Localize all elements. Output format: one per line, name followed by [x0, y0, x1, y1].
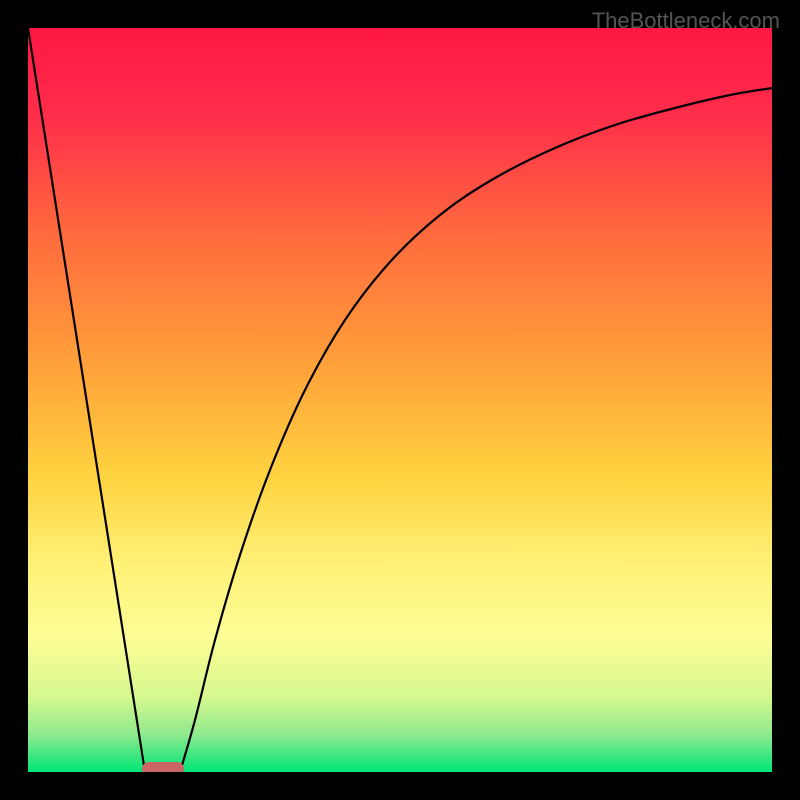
- chart-container: TheBottleneck.com: [0, 0, 800, 800]
- chart-svg: [0, 0, 800, 800]
- gradient-background: [28, 28, 772, 772]
- watermark-text: TheBottleneck.com: [592, 8, 780, 34]
